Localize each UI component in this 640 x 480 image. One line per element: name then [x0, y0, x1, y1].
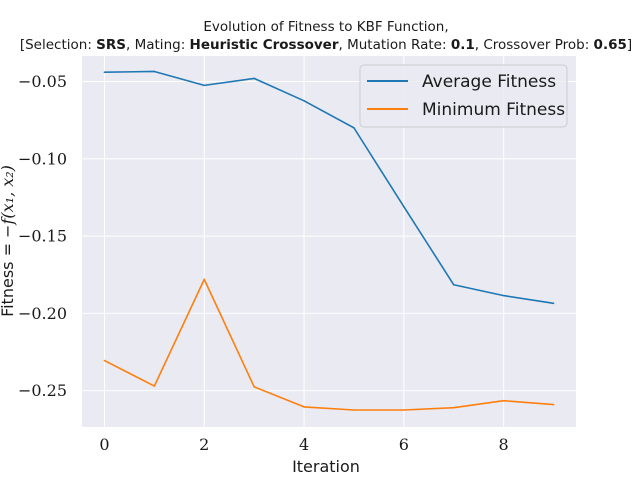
legend-label-1: Minimum Fitness: [422, 100, 565, 120]
y-tick-label-0: −0.25: [18, 381, 67, 400]
title-segment-7: 0.65: [594, 37, 627, 53]
series-lines: [103, 70, 555, 411]
series-1-point-4: [303, 406, 305, 408]
x-axis-label: Iteration: [292, 457, 360, 476]
x-tick-label-2: 4: [299, 435, 309, 454]
title-segment-0: [Selection:: [20, 37, 96, 53]
title-segment-1: SRS: [96, 37, 126, 53]
series-0-point-4: [303, 100, 305, 102]
legend-label-0: Average Fitness: [422, 72, 556, 92]
legend-frame: [359, 64, 568, 128]
series-1-point-1: [153, 385, 156, 387]
series-line-1: [104, 278, 554, 411]
series-0-point-1: [153, 70, 156, 73]
y-tick-label-3: −0.10: [18, 149, 67, 168]
legend: Average Fitness Minimum Fitness: [359, 64, 568, 128]
title-segment-4: , Mutation Rate:: [339, 37, 451, 53]
chart-title-line1: Evolution of Fitness to KBF Function,: [203, 19, 448, 35]
series-1-point-3: [253, 386, 255, 388]
y-axis-label-prefix: Fitness =: [0, 238, 17, 317]
y-tick-label-2: −0.15: [18, 227, 67, 246]
series-1-point-8: [502, 399, 505, 402]
chart-title-line2: [Selection: SRS, Mating: Heuristic Cross…: [20, 37, 632, 53]
series-0-point-0: [103, 71, 106, 74]
x-tick-label-4: 8: [499, 435, 509, 454]
series-0-point-9: [552, 302, 555, 305]
series-1-point-2: [203, 278, 206, 281]
title-segment-3: Heuristic Crossover: [190, 37, 339, 53]
series-0-point-6: [403, 205, 405, 208]
y-tick-label-1: −0.20: [18, 304, 67, 323]
y-axis-label: Fitness = −f(x₁, x₂): [0, 165, 17, 317]
series-1-point-9: [552, 403, 555, 406]
series-0-point-7: [452, 283, 455, 286]
series-0-point-8: [502, 294, 505, 297]
x-tick-label-3: 6: [399, 435, 409, 454]
tick-labels: 0 2 4 6 8 −0.25 −0.20 −0.15 −0.10 −0.05: [18, 72, 509, 454]
y-tick-label-4: −0.05: [18, 72, 67, 91]
x-tick-label-0: 0: [99, 435, 109, 454]
series-line-0: [104, 70, 554, 305]
y-axis-label-math: −f(x₁, x₂): [0, 165, 17, 238]
series-1-point-7: [452, 406, 455, 409]
title-segment-5: 0.1: [451, 37, 475, 53]
series-1-point-5: [353, 409, 355, 411]
series-0-point-2: [203, 84, 206, 87]
series-0-point-5: [353, 127, 355, 129]
x-tick-label-1: 2: [199, 435, 209, 454]
title-segment-8: ]: [627, 37, 632, 53]
title-segment-6: , Crossover Prob:: [475, 37, 594, 53]
series-1-point-0: [103, 359, 106, 362]
title-segment-2: , Mating:: [126, 37, 190, 53]
series-1-point-6: [403, 409, 405, 411]
series-0-point-3: [253, 77, 255, 80]
